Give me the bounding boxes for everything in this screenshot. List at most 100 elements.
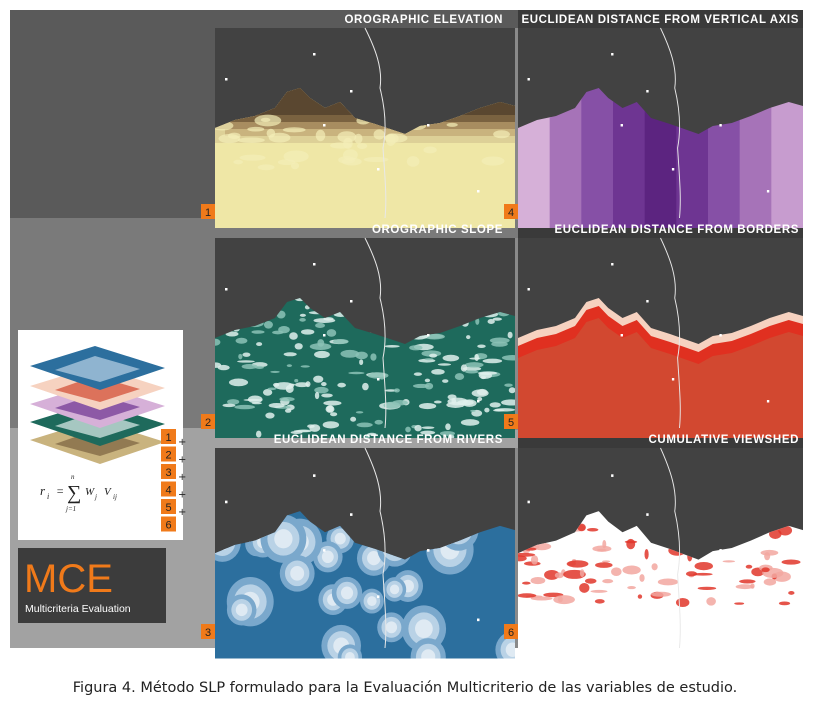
- panel-number-box: [504, 624, 518, 639]
- town-marker: [313, 53, 316, 56]
- terrain: [238, 353, 243, 360]
- town-marker: [225, 500, 228, 504]
- terrain: [222, 403, 236, 408]
- terrain: [273, 382, 280, 387]
- terrain: [602, 539, 607, 549]
- terrain: [590, 589, 608, 593]
- terrain: [611, 567, 622, 576]
- terrain: [313, 318, 336, 324]
- terrain: [697, 586, 717, 591]
- terrain: [225, 331, 239, 337]
- terrain: [330, 412, 338, 417]
- terrain: [323, 400, 342, 406]
- terrain: [644, 548, 649, 560]
- terrain: [788, 591, 795, 595]
- terrain: [284, 408, 292, 413]
- terrain: [367, 596, 377, 607]
- terrain: [431, 368, 445, 375]
- terrain: [270, 370, 280, 373]
- town-marker: [313, 474, 316, 477]
- terrain: [566, 560, 589, 568]
- terrain: [354, 133, 363, 144]
- terrain: [405, 426, 411, 433]
- terrain: [247, 395, 263, 404]
- river: [660, 27, 681, 219]
- terrain: [247, 126, 265, 132]
- terrain: [345, 652, 355, 659]
- terrain: [706, 597, 716, 606]
- terrain: [272, 330, 284, 335]
- terrain: [602, 560, 611, 563]
- terrain: [627, 586, 636, 590]
- terrain: [505, 642, 515, 657]
- terrain: [385, 134, 396, 147]
- terrain: [257, 164, 275, 171]
- terrain: [286, 364, 292, 367]
- terrain: [321, 382, 327, 387]
- panel-number-box: [201, 204, 215, 219]
- title-bar: [518, 10, 803, 28]
- legend-operator: +: [178, 455, 186, 466]
- terrain: [367, 551, 381, 566]
- legend-operator: +: [178, 490, 186, 501]
- town-marker: [719, 124, 722, 127]
- terrain: [530, 555, 539, 565]
- terrain: [282, 127, 306, 133]
- terrain: [493, 130, 510, 139]
- legend-operator: +: [178, 437, 186, 448]
- town-marker: [620, 124, 623, 127]
- terrain: [314, 350, 330, 359]
- town-marker: [377, 378, 380, 381]
- terrain: [475, 317, 480, 325]
- river: [660, 447, 681, 649]
- terrain: [409, 345, 423, 351]
- terrain: [484, 407, 490, 413]
- panel-number: 3: [205, 627, 211, 639]
- town-marker: [350, 90, 353, 93]
- terrain: [471, 389, 489, 397]
- terrain: [750, 583, 755, 589]
- terrain: [445, 423, 451, 431]
- formula-part: i: [47, 492, 49, 501]
- panel-number: 1: [205, 207, 211, 219]
- terrain: [332, 339, 349, 345]
- terrain: [447, 397, 468, 406]
- caption: Figura 4. Método SLP formulado para la E…: [73, 680, 737, 696]
- terrain: [274, 529, 293, 549]
- river: [364, 27, 387, 219]
- panel-title: OROGRAPHIC ELEVATION: [344, 14, 503, 26]
- river: [364, 447, 387, 649]
- town-marker: [350, 300, 353, 303]
- terrain: [326, 329, 337, 337]
- terrain: [215, 362, 222, 368]
- terrain: [781, 559, 801, 565]
- legend-number-box: [161, 481, 176, 497]
- town-marker: [646, 90, 649, 93]
- legend-number-box: [161, 446, 176, 462]
- panel-title: OROGRAPHIC SLOPE: [372, 224, 503, 236]
- terrain: [256, 342, 263, 347]
- terrain: [442, 379, 449, 383]
- terrain: [507, 331, 513, 339]
- terrain: [446, 122, 458, 127]
- terrain: [429, 353, 438, 358]
- town-marker: [477, 618, 480, 622]
- logo-title: MCE: [24, 557, 113, 601]
- terrain: [492, 317, 502, 321]
- terrain: [393, 388, 400, 393]
- terrain: [637, 594, 643, 599]
- terrain: [337, 382, 346, 388]
- terrain: [451, 398, 457, 404]
- terrain: [385, 621, 398, 634]
- panel-number-box: [504, 414, 518, 429]
- panel-number-box: [201, 624, 215, 639]
- map: [518, 237, 803, 438]
- formula-part: =: [56, 484, 64, 498]
- terrain: [414, 424, 422, 432]
- town-marker: [611, 263, 614, 266]
- terrain: [241, 364, 258, 370]
- terrain: [263, 320, 273, 329]
- terrain: [739, 579, 756, 584]
- terrain: [518, 555, 527, 562]
